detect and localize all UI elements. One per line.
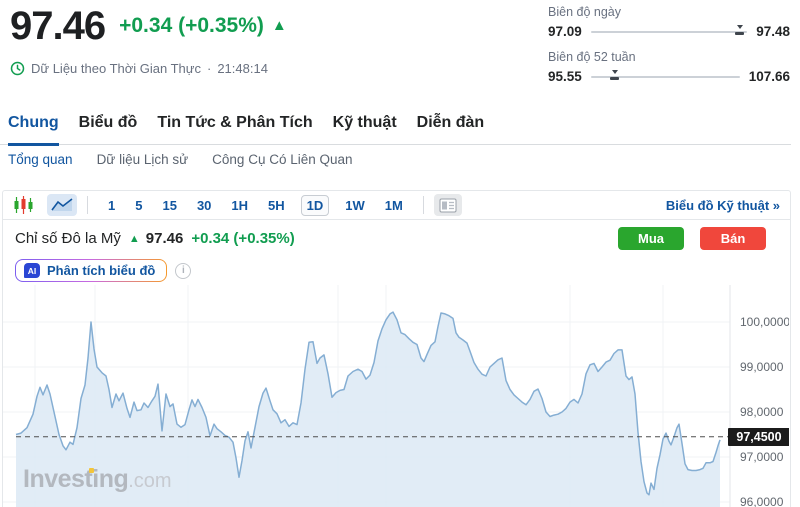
y-axis-tick: 100,0000 — [740, 315, 789, 329]
separator: · — [206, 61, 212, 76]
chart-header: Chỉ số Đô la Mỹ ▲ 97.46 +0.34 (+0.35%) M… — [3, 220, 790, 257]
tab-ky-thuat[interactable]: Kỹ thuật — [332, 114, 397, 131]
price-chart[interactable]: 100,0000 99,0000 98,0000 97,0000 96,0000… — [3, 285, 789, 507]
instrument-price: 97.46 — [145, 230, 184, 247]
day-range-slider — [590, 24, 748, 35]
realtime-status: Dữ Liệu theo Thời Gian Thực · 21:48:14 — [10, 61, 268, 76]
y-axis-tick: 99,0000 — [740, 360, 784, 374]
interval-1m[interactable]: 1M — [384, 197, 403, 213]
day-range-low: 97.09 — [548, 24, 582, 39]
up-arrow-icon: ▲ — [128, 232, 140, 245]
week52-range-label: Biên độ 52 tuần — [548, 50, 636, 64]
ai-badge-icon: AI — [24, 263, 40, 278]
interval-1h[interactable]: 1H — [231, 197, 249, 213]
last-price: 97.46 — [10, 4, 106, 48]
watermark-brand: Investing — [23, 465, 129, 493]
subtab-du-lieu-lich-su[interactable]: Dữ liệu Lịch sử — [96, 152, 189, 167]
interval-5h[interactable]: 5H — [268, 197, 285, 213]
y-axis-tick: 98,0000 — [740, 405, 784, 419]
ai-chart-analysis-button[interactable]: AI Phân tích biểu đồ — [15, 259, 167, 282]
week52-range-slider — [590, 69, 740, 80]
range-panel: Biên độ ngày 97.09 97.48 Biên độ 52 tuần… — [548, 5, 790, 95]
tab-tin-tuc-phan-tich[interactable]: Tin Tức & Phân Tích — [157, 114, 313, 131]
subtab-cong-cu-lien-quan[interactable]: Công Cụ Có Liên Quan — [212, 152, 353, 167]
clock-icon — [10, 61, 25, 76]
y-axis-tick: 96,0000 — [740, 495, 784, 507]
technical-chart-link[interactable]: Biểu đồ Kỹ thuật » — [665, 197, 780, 213]
ai-analysis-label: Phân tích biểu đồ — [47, 263, 156, 278]
chart-toolbar: 1 5 15 30 1H 5H 1D 1W 1M Biểu đồ Kỹ thuậ… — [3, 191, 790, 220]
instrument-change: +0.34 (+0.35%) — [191, 230, 295, 247]
interval-5[interactable]: 5 — [135, 197, 143, 213]
toolbar-divider — [87, 196, 88, 214]
candlestick-chart-icon[interactable] — [11, 194, 37, 216]
day-range-high: 97.48 — [756, 24, 790, 39]
sell-button[interactable]: Bán — [700, 227, 766, 250]
buy-button[interactable]: Mua — [618, 227, 684, 250]
price-header: 97.46 +0.34 (+0.35%) ▲ — [10, 6, 287, 46]
ai-analysis-row: AI Phân tích biểu đồ i — [3, 257, 790, 282]
investing-watermark: Investing.com — [23, 465, 172, 494]
week52-range-high: 107.66 — [748, 69, 790, 84]
week52-range-marker-icon — [610, 69, 620, 80]
subtab-tong-quan[interactable]: Tổng quan — [8, 152, 73, 167]
area-chart-canvas — [3, 285, 731, 507]
toolbar-divider — [422, 196, 424, 214]
tab-chung[interactable]: Chung — [8, 104, 59, 146]
watermark-dot-icon — [89, 468, 94, 473]
main-tabbar: Chung Biểu đồ Tin Tức & Phân Tích Kỹ thu… — [0, 104, 791, 146]
info-icon[interactable]: i — [175, 262, 192, 279]
realtime-time: 21:48:14 — [217, 61, 268, 76]
up-arrow-icon: ▲ — [271, 17, 287, 34]
trade-buttons: Mua Bán — [618, 227, 778, 250]
tab-bieu-do[interactable]: Biểu đồ — [78, 114, 138, 131]
interval-15[interactable]: 15 — [162, 197, 177, 213]
interval-1w[interactable]: 1W — [345, 197, 365, 213]
instrument-name: Chỉ số Đô la Mỹ — [15, 230, 121, 247]
last-price-badge: 97,4500 — [728, 427, 789, 446]
interval-1d[interactable]: 1D — [300, 194, 330, 216]
day-range-row: 97.09 97.48 — [548, 24, 790, 39]
tab-dien-dan[interactable]: Diễn đàn — [416, 114, 485, 131]
interval-30[interactable]: 30 — [196, 197, 212, 213]
week52-range-row: 95.55 107.66 — [548, 69, 790, 84]
week52-range-low: 95.55 — [548, 69, 582, 84]
news-layout-icon[interactable] — [433, 194, 462, 216]
day-range-marker-icon — [735, 24, 745, 35]
watermark-suffix: .com — [128, 470, 172, 492]
price-change: +0.34 (+0.35%) — [119, 14, 264, 37]
day-range-label: Biên độ ngày — [548, 5, 621, 19]
realtime-label: Dữ Liệu theo Thời Gian Thực — [31, 61, 201, 76]
interval-1[interactable]: 1 — [108, 197, 116, 213]
sub-tabbar: Tổng quan Dữ liệu Lịch sử Công Cụ Có Liê… — [8, 152, 353, 167]
area-chart-icon[interactable] — [47, 194, 77, 216]
y-axis-tick: 97,0000 — [740, 450, 784, 464]
